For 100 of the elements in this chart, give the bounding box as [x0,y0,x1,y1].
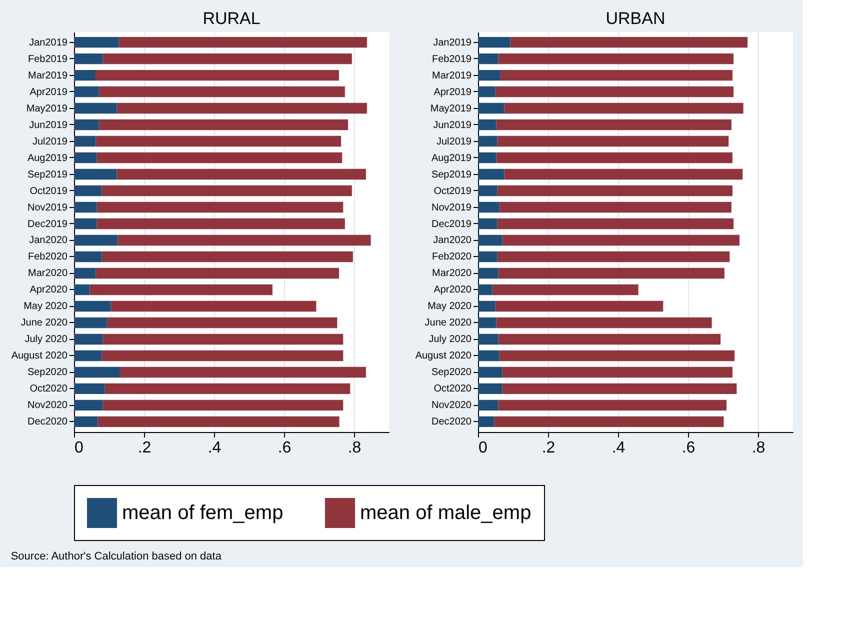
bar [74,251,102,262]
y-tick-label: Mar2019 [28,70,68,82]
y-tick-label: Feb2019 [432,54,472,65]
bar [98,416,340,428]
bar [502,383,737,394]
bar [74,383,105,394]
y-tick-label: June 2020 [424,318,472,329]
bar [498,268,724,279]
y-tick-label: May2019 [430,103,472,114]
bar [502,366,732,378]
bar [74,136,96,147]
bar [478,136,498,147]
bar [102,251,353,262]
y-tick-label: Jan2020 [433,235,472,246]
bar [496,317,712,328]
bar [495,86,734,98]
y-tick-label: Feb2019 [28,54,68,65]
y-tick-label: Jul2019 [436,136,472,148]
y-tick-label: Sep2019 [431,169,472,180]
bar [74,53,103,64]
legend-label: mean of male_emp [360,502,532,524]
bar [120,366,366,378]
y-tick-label: Dec2020 [27,416,68,428]
bar [74,152,97,164]
y-tick-label: Nov2020 [27,400,68,412]
y-tick-label: Sep2019 [27,169,68,180]
bar [74,102,117,114]
y-tick-label: May 2020 [428,301,472,312]
bar [500,70,732,81]
x-tick-label: .2 [542,440,556,456]
y-tick-label: Apr2020 [434,284,472,296]
bar [499,202,732,213]
bar [74,416,98,428]
bar [98,86,345,98]
y-tick-label: Jul2019 [32,136,68,148]
y-tick-label: Mar2019 [432,70,472,82]
bar [478,152,496,164]
y-tick-label: Mar2020 [432,268,472,280]
bar [478,383,502,394]
x-tick-label: .8 [752,440,766,456]
bar [497,136,729,147]
y-tick-label: May 2020 [24,301,68,312]
bar [96,152,342,164]
bar [478,218,498,230]
y-tick-label: Nov2019 [431,202,472,214]
x-tick-label: 0 [74,440,84,456]
bar [478,334,498,345]
y-tick-label: Jan2019 [433,37,472,48]
bar [510,36,748,48]
bar [478,234,502,246]
bar [102,350,344,362]
bar [478,36,510,48]
y-tick-label: Nov2019 [27,202,68,214]
bar [116,102,367,114]
bar [478,400,498,411]
bar [478,86,496,98]
y-tick-label: August 2020 [11,350,68,362]
y-tick-label: Feb2020 [28,252,68,263]
y-tick-label: July 2020 [428,334,472,346]
y-tick-label: June 2020 [20,318,68,329]
bar [102,400,344,411]
bar [74,234,118,246]
bar [110,300,316,312]
y-tick-label: Apr2019 [434,86,472,98]
bar [74,317,107,328]
y-tick-label: Oct2019 [30,186,68,197]
y-tick-label: Feb2020 [432,252,472,263]
bar [118,36,367,48]
bar [478,300,496,312]
y-tick-label: Nov2020 [431,400,472,412]
x-tick-label: 0 [478,440,488,456]
bar [74,218,97,230]
y-tick-label: Dec2019 [431,218,472,230]
x-tick-label: .2 [138,440,152,456]
bar [478,119,496,130]
bar [104,383,350,394]
bar [478,366,502,378]
bar [478,284,492,296]
bar [74,300,111,312]
y-tick-label: Jun2019 [433,120,472,131]
y-tick-label: Oct2020 [30,384,68,395]
bar [478,268,498,279]
bar [504,168,743,180]
bar [478,102,504,114]
bar [492,284,638,296]
y-tick-label: Aug2019 [431,152,472,164]
bar [478,317,496,328]
bar [74,334,103,345]
bar [478,70,500,81]
bar [74,70,95,81]
y-tick-label: Oct2019 [434,186,472,197]
bar [497,185,732,196]
bar [497,218,734,230]
bar [495,300,664,312]
bar [90,284,272,296]
bar [498,53,734,64]
y-tick-label: Jan2020 [29,235,68,246]
y-tick-label: Apr2020 [30,284,68,296]
x-tick-label: .6 [278,440,292,456]
bar [478,202,500,213]
